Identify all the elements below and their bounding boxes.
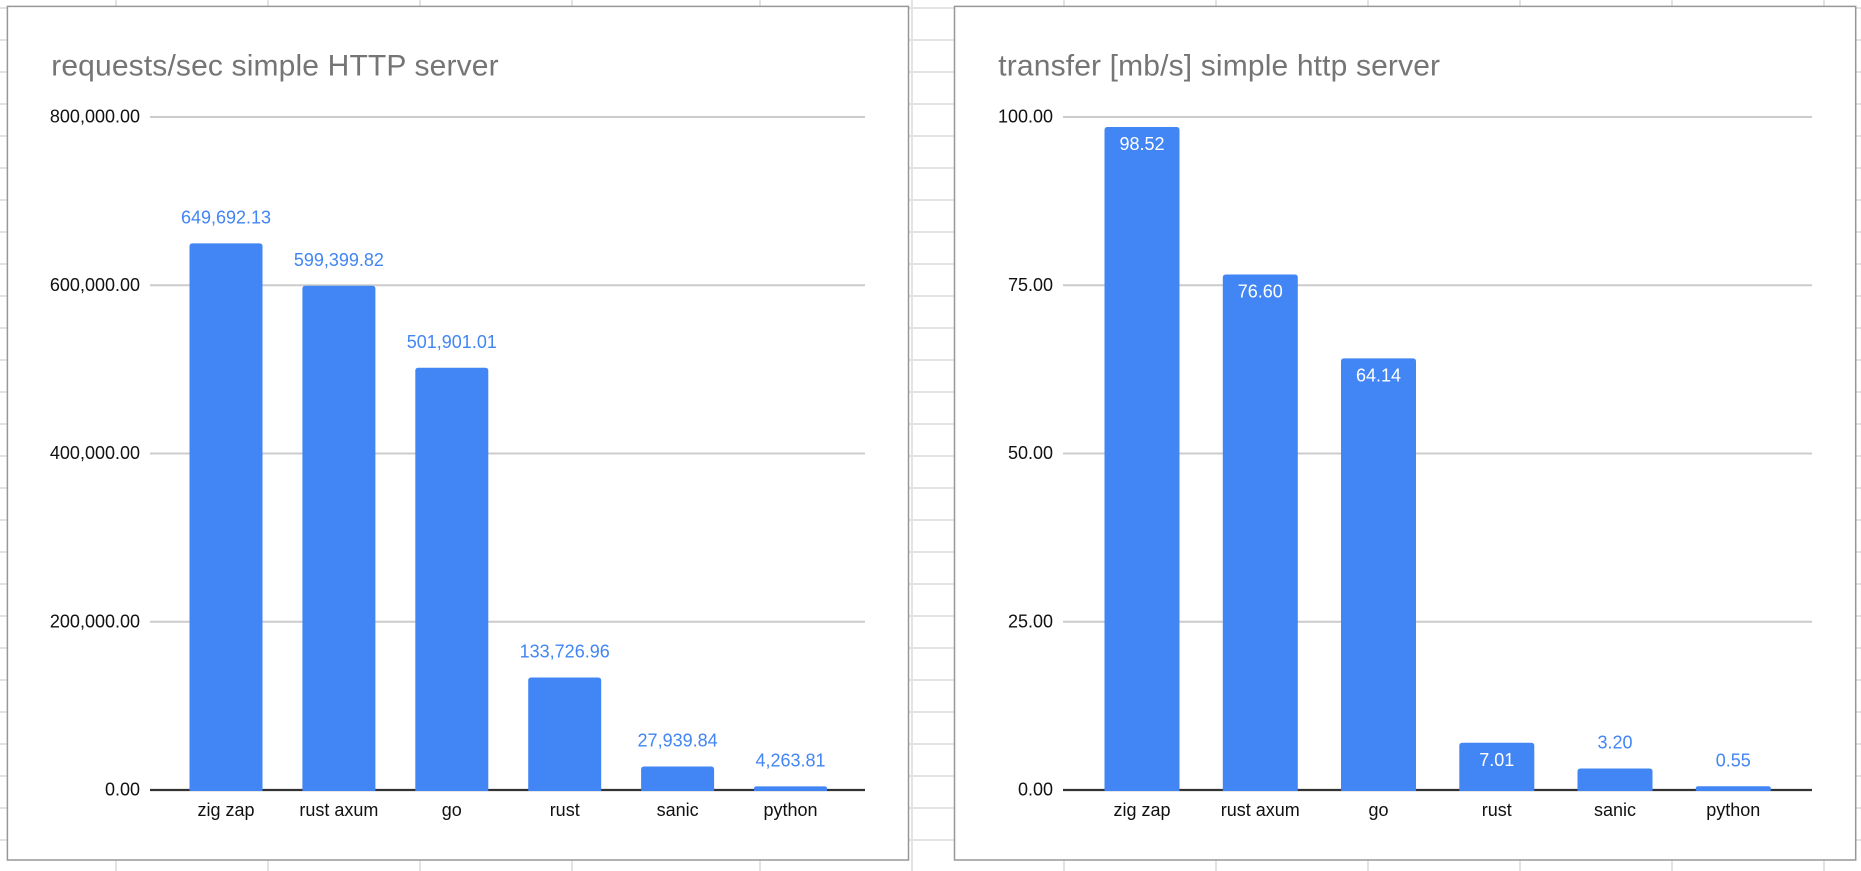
svg-text:python: python (763, 800, 817, 820)
svg-text:75.00: 75.00 (1008, 275, 1053, 295)
svg-text:transfer [mb/s] simple http se: transfer [mb/s] simple http server (998, 50, 1440, 83)
svg-text:7.01: 7.01 (1479, 750, 1514, 770)
svg-text:64.14: 64.14 (1356, 365, 1401, 385)
svg-text:4,263.81: 4,263.81 (755, 750, 825, 770)
svg-text:76.60: 76.60 (1238, 282, 1283, 302)
svg-text:rust axum: rust axum (1221, 800, 1300, 820)
svg-text:50.00: 50.00 (1008, 443, 1053, 463)
svg-text:rust: rust (550, 800, 580, 820)
svg-text:rust axum: rust axum (299, 800, 378, 820)
svg-text:501,901.01: 501,901.01 (407, 332, 497, 352)
svg-text:98.52: 98.52 (1119, 134, 1164, 154)
svg-text:sanic: sanic (1594, 800, 1636, 820)
svg-text:25.00: 25.00 (1008, 611, 1053, 631)
svg-text:rust: rust (1482, 800, 1512, 820)
svg-text:go: go (442, 800, 462, 820)
svg-text:600,000.00: 600,000.00 (50, 275, 140, 295)
svg-text:800,000.00: 800,000.00 (50, 107, 140, 127)
svg-text:27,939.84: 27,939.84 (638, 731, 718, 751)
svg-text:599,399.82: 599,399.82 (294, 250, 384, 270)
svg-text:400,000.00: 400,000.00 (50, 443, 140, 463)
svg-text:200,000.00: 200,000.00 (50, 611, 140, 631)
svg-text:sanic: sanic (657, 800, 699, 820)
svg-text:0.55: 0.55 (1716, 750, 1751, 770)
svg-text:0.00: 0.00 (1018, 780, 1053, 800)
svg-text:go: go (1368, 800, 1388, 820)
svg-text:requests/sec simple HTTP serve: requests/sec simple HTTP server (51, 50, 499, 83)
svg-text:zig zap: zig zap (1113, 800, 1170, 820)
svg-text:100.00: 100.00 (998, 107, 1053, 127)
svg-text:133,726.96: 133,726.96 (520, 642, 610, 662)
svg-text:3.20: 3.20 (1597, 733, 1632, 753)
svg-text:python: python (1706, 800, 1760, 820)
svg-text:0.00: 0.00 (105, 780, 140, 800)
svg-text:zig zap: zig zap (197, 800, 254, 820)
svg-text:649,692.13: 649,692.13 (181, 207, 271, 227)
